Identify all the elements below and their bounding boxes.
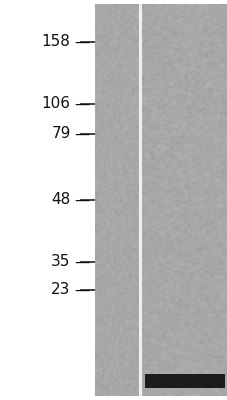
Bar bbox=[144, 374, 224, 388]
Text: —: — bbox=[74, 126, 89, 142]
Text: —: — bbox=[74, 282, 89, 298]
Text: 48: 48 bbox=[51, 192, 70, 208]
Bar bbox=[137, 4, 142, 396]
Bar bbox=[142, 4, 227, 396]
Bar bbox=[94, 4, 137, 396]
Text: 158: 158 bbox=[42, 34, 70, 50]
Text: —: — bbox=[74, 192, 89, 208]
Text: 35: 35 bbox=[51, 254, 70, 270]
Text: 106: 106 bbox=[42, 96, 70, 112]
Text: —: — bbox=[74, 34, 89, 50]
Text: —: — bbox=[74, 254, 89, 270]
Text: 23: 23 bbox=[51, 282, 70, 298]
Text: 79: 79 bbox=[51, 126, 70, 142]
Text: —: — bbox=[74, 96, 89, 112]
